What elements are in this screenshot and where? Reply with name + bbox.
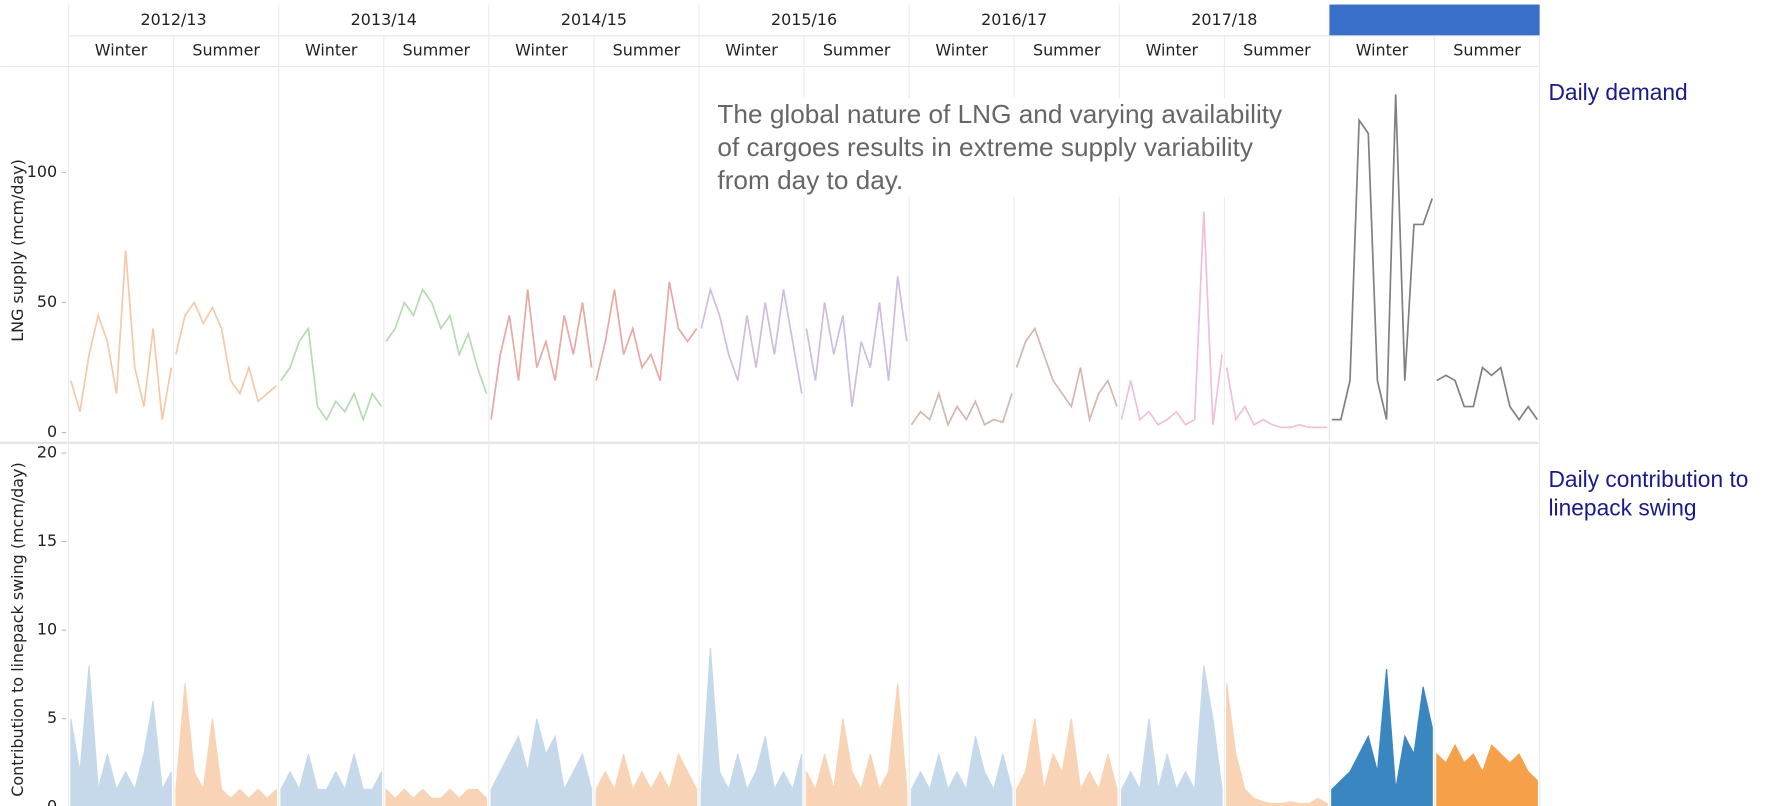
supply-line	[1225, 367, 1328, 429]
year-label: 2013/14	[351, 10, 417, 29]
supply-line	[385, 287, 488, 394]
season-label: Winter	[1146, 41, 1199, 60]
season-label: Summer	[1033, 41, 1101, 60]
supply-line	[69, 250, 173, 420]
swing-area	[1331, 669, 1433, 806]
side-title: Daily demand	[1548, 80, 1688, 106]
swing-area	[1226, 683, 1328, 806]
side-title: Daily contribution to linepack swing	[1548, 467, 1749, 522]
swing-area	[175, 683, 277, 806]
supply-line	[1436, 365, 1539, 422]
swing-area	[70, 665, 172, 806]
season-label: Summer	[192, 41, 260, 60]
season-label: Winter	[515, 41, 568, 60]
season-label: Summer	[1453, 41, 1521, 60]
season-label: Winter	[95, 41, 148, 60]
supply-line	[490, 289, 593, 420]
supply-line	[595, 281, 698, 381]
side-title-box: Daily contribution to linepack swing	[1548, 467, 1749, 522]
swing-area	[910, 736, 1013, 806]
supply-line	[175, 300, 277, 403]
supply-line	[280, 326, 383, 423]
y-tick-label: 15	[37, 531, 57, 550]
y-axis-label: Contribution to linepack swing (mcm/day)	[8, 462, 27, 796]
year-label: 2012/13	[141, 10, 207, 29]
swing-area	[490, 718, 593, 806]
swing-area	[700, 647, 803, 806]
season-label: Summer	[823, 41, 891, 60]
year-label: 2017/18	[1191, 10, 1257, 29]
season-label: Winter	[935, 41, 988, 60]
swing-area	[1436, 743, 1538, 806]
y-tick-label: 5	[47, 708, 57, 727]
supply-line	[1331, 94, 1434, 421]
swing-area	[1015, 718, 1118, 806]
season-label: Summer	[1243, 41, 1311, 60]
y-axis-label: LNG supply (mcm/day)	[8, 159, 27, 342]
season-label: Winter	[1356, 41, 1409, 60]
season-label: Summer	[613, 41, 681, 60]
season-label: Summer	[403, 41, 471, 60]
swing-area	[280, 753, 383, 806]
year-label: 2015/16	[771, 10, 837, 29]
swing-area	[595, 752, 698, 806]
y-tick-label: 0	[47, 422, 57, 441]
year-highlight	[1329, 4, 1540, 36]
supply-line	[1120, 211, 1223, 426]
annotation-box: The global nature of LNG and varying ava…	[717, 97, 1299, 197]
year-label: 2016/17	[981, 10, 1047, 29]
y-tick-label: 50	[37, 292, 57, 311]
annotation: The global nature of LNG and varying ava…	[717, 97, 1299, 197]
supply-line	[1015, 326, 1118, 423]
y-tick-label: 10	[37, 620, 57, 639]
y-tick-label: 100	[27, 162, 57, 181]
y-tick-label: 20	[37, 443, 57, 462]
year-label: 2014/15	[561, 10, 627, 29]
swing-area	[805, 683, 908, 806]
season-label: Winter	[725, 41, 778, 60]
supply-line	[910, 390, 1013, 428]
season-label: Winter	[305, 41, 358, 60]
supply-line	[700, 286, 803, 394]
supply-line	[805, 276, 908, 407]
side-title-box: Daily demand	[1548, 80, 1688, 106]
y-tick-label: 0	[47, 797, 57, 806]
swing-area	[385, 788, 488, 806]
swing-area	[1120, 665, 1223, 806]
